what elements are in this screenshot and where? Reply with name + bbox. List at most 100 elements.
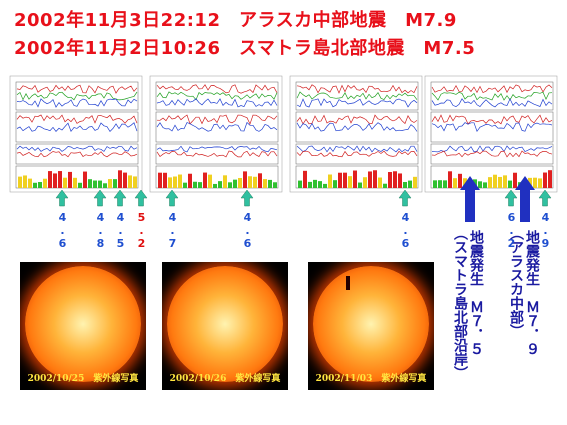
plot-bar — [208, 174, 212, 188]
plot-line — [16, 151, 138, 158]
quake-note: （スマトラ島北部沿岸） — [452, 226, 468, 380]
plot-line — [16, 145, 138, 152]
arrow — [165, 189, 179, 207]
plot-frame — [295, 111, 419, 143]
plot-bar — [433, 180, 437, 188]
plot-bar — [498, 176, 502, 188]
plot-bar — [253, 176, 257, 188]
magnitude-label: 5.2 — [135, 211, 148, 250]
plot-bar — [213, 183, 217, 188]
sun-caption: 2002/11/03 紫外線写真 — [315, 374, 427, 384]
plot-bar — [378, 177, 382, 188]
plot-bar — [23, 175, 27, 188]
plot-line — [431, 114, 553, 125]
plot-bar — [38, 182, 42, 188]
plot-bar — [388, 172, 392, 188]
plot-bar — [83, 171, 87, 188]
plot-line — [156, 84, 278, 94]
sun-image: 2002/11/03 紫外線写真 — [308, 262, 434, 390]
plot-frame — [15, 111, 139, 143]
plot-frame — [15, 143, 139, 165]
plot-bar — [333, 180, 337, 188]
arrow — [134, 189, 148, 207]
plot-line — [431, 150, 553, 158]
sun-image: 2002/10/25 紫外線写真 — [20, 262, 146, 390]
plot-line — [431, 84, 553, 94]
plot-bar — [373, 170, 377, 188]
magnitude-label: 4.9 — [539, 211, 552, 250]
plot-bar — [313, 179, 317, 188]
quake-note: （アラスカ中部） — [508, 226, 524, 338]
plot-bar — [483, 182, 487, 188]
title-line: 2002年11月3日22:12 アラスカ中部地震 M7.9 — [14, 10, 457, 31]
plot-bar — [173, 176, 177, 188]
plot-bar — [228, 182, 232, 188]
arrow — [504, 189, 518, 207]
plot-line — [16, 98, 138, 108]
plot-bar — [343, 172, 347, 188]
plot-line — [296, 114, 418, 125]
plot-bar — [538, 178, 542, 188]
plot-bar — [268, 179, 272, 188]
magnitude-label: 4.6 — [241, 211, 254, 250]
plot-line — [16, 91, 138, 101]
plot-line — [431, 91, 553, 101]
plot-line — [156, 145, 278, 153]
plot-frame — [155, 143, 279, 165]
plot-bar — [533, 177, 537, 188]
plot-line — [156, 91, 278, 101]
plot-bar — [33, 182, 37, 188]
plot-bar — [393, 171, 397, 188]
arrow — [398, 189, 412, 207]
plot-bar — [68, 171, 72, 188]
quake-arrow — [460, 176, 480, 222]
plot-bar — [73, 177, 77, 188]
plot-bar — [58, 171, 62, 188]
plot-line — [431, 145, 553, 153]
plot-line — [296, 122, 418, 132]
plot-bar — [18, 176, 22, 188]
plot-frame — [155, 111, 279, 143]
plot-bar — [168, 177, 172, 188]
plot-bar — [128, 175, 132, 188]
magnitude-label: 6.2 — [505, 211, 518, 250]
plot-bar — [338, 172, 342, 188]
plot-bar — [368, 171, 372, 188]
sun-caption: 2002/10/25 紫外線写真 — [27, 374, 139, 384]
plot-bar — [163, 172, 167, 188]
plot-bar — [453, 178, 457, 188]
arrow — [240, 189, 254, 207]
magnitude-label: 4.8 — [94, 211, 107, 250]
plot-bar — [198, 182, 202, 188]
magnitude-label: 4.6 — [399, 211, 412, 250]
plot-bar — [448, 171, 452, 188]
plot-bar — [183, 182, 187, 188]
plot-bar — [513, 172, 517, 188]
plot-frame — [15, 81, 139, 111]
magnitude-label: 4.5 — [114, 211, 127, 250]
plot-bar — [323, 183, 327, 188]
plot-bar — [263, 179, 267, 188]
plot-bar — [78, 182, 82, 188]
plot-bar — [188, 173, 192, 188]
plot-bar — [93, 180, 97, 188]
plot-bar — [63, 177, 67, 188]
plot-bar — [238, 177, 242, 188]
plot-bar — [98, 180, 102, 188]
quake-note: 地震発生 Ｍ７．５ — [468, 230, 484, 356]
plot-bar — [218, 181, 222, 188]
plot-bar — [113, 179, 117, 188]
plot-frame — [430, 81, 554, 111]
plot-frame — [295, 81, 419, 111]
plot-bar — [118, 170, 122, 188]
plot-frame — [430, 111, 554, 143]
plot-bar — [503, 175, 507, 188]
plot-line — [16, 122, 138, 133]
plot-bar — [108, 179, 112, 188]
plot-line — [296, 91, 418, 101]
plot-bar — [328, 174, 332, 188]
quake-arrow — [515, 176, 535, 222]
plot-panel — [424, 75, 558, 193]
plot-bar — [223, 175, 227, 188]
arrow — [538, 189, 552, 207]
